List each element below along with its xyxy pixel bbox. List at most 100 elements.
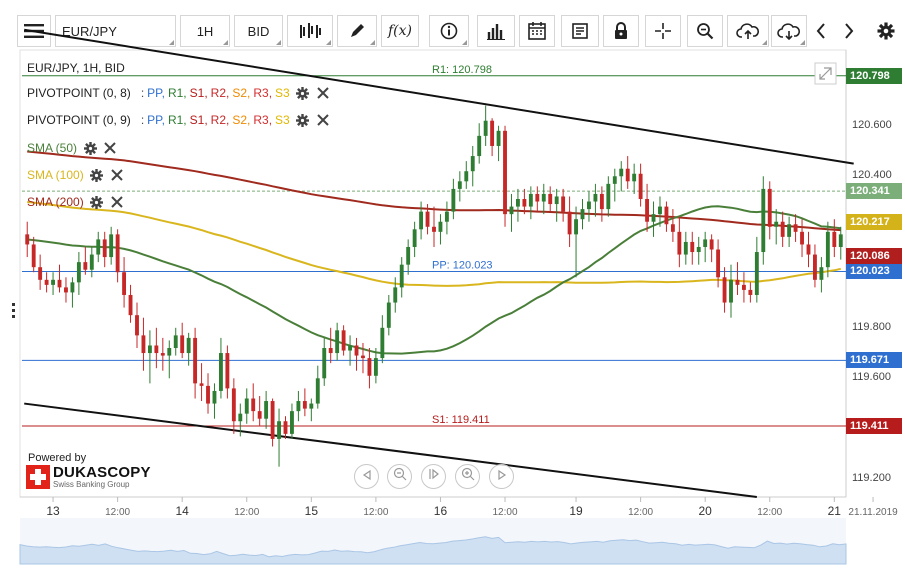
- candle-body: [25, 234, 30, 245]
- candle: [438, 214, 443, 245]
- side-selector[interactable]: BID: [234, 15, 283, 47]
- legend-sma50[interactable]: SMA (50): [27, 140, 117, 156]
- powered-by-text: Powered by: [28, 452, 87, 464]
- candle-body: [380, 327, 385, 359]
- drawing-button[interactable]: [337, 15, 377, 47]
- candle-body: [503, 130, 507, 215]
- legend-pivot-1-label: PIVOTPOINT (0, 8): [27, 86, 131, 100]
- candle-body: [561, 196, 566, 212]
- zoom-in-button[interactable]: [455, 464, 480, 489]
- remove-x-icon[interactable]: [103, 141, 117, 155]
- candle: [412, 221, 417, 258]
- resize-handle[interactable]: [12, 303, 15, 321]
- candle: [451, 178, 456, 220]
- candle: [813, 244, 817, 288]
- candle-body: [554, 196, 559, 205]
- timeframe-label: 1H: [196, 23, 214, 39]
- legend-sma50-label: SMA (50): [27, 141, 78, 155]
- candle: [651, 201, 656, 237]
- candle: [483, 105, 488, 146]
- candle-body: [238, 413, 243, 422]
- candle-body: [128, 294, 133, 316]
- candle-body: [729, 279, 733, 303]
- volume-icon: [487, 22, 505, 40]
- price-tag: 120.217: [846, 214, 902, 231]
- zoom-button[interactable]: [687, 15, 723, 47]
- scroll-back-button[interactable]: [354, 464, 379, 489]
- settings-gear-icon[interactable]: [296, 113, 310, 127]
- candle: [522, 188, 527, 215]
- scroll-forward-button[interactable]: [489, 464, 514, 489]
- candle: [548, 186, 553, 212]
- candle: [580, 199, 585, 230]
- legend-sma100[interactable]: SMA (100): [27, 167, 124, 183]
- remove-x-icon[interactable]: [110, 195, 124, 209]
- legend-pivot-1[interactable]: PIVOTPOINT (0, 8) : PP, R1, S1, R2, S2, …: [27, 85, 330, 101]
- remove-x-icon[interactable]: [110, 168, 124, 182]
- candle: [38, 254, 43, 290]
- settings-gear-icon[interactable]: [83, 141, 97, 155]
- candle: [709, 234, 714, 263]
- candle-body: [838, 234, 843, 247]
- candle-body: [438, 221, 443, 232]
- lock-button[interactable]: [603, 15, 639, 47]
- legend-sma200[interactable]: SMA (200): [27, 194, 124, 210]
- candle-body: [135, 315, 139, 336]
- candle: [225, 345, 230, 399]
- indicators-button[interactable]: f(x): [381, 15, 419, 47]
- brand-tagline: Swiss Banking Group: [53, 479, 130, 489]
- settings-gear-icon[interactable]: [296, 86, 310, 100]
- legend-sep: :: [140, 113, 145, 127]
- candle-body: [141, 335, 146, 354]
- candle: [141, 317, 146, 371]
- candle-body: [361, 355, 365, 359]
- legend-pp: PP,: [147, 86, 165, 100]
- candle-body: [102, 239, 107, 258]
- candle: [567, 196, 572, 247]
- x-tick-label: 14: [176, 504, 190, 518]
- candle: [638, 163, 643, 207]
- candle: [277, 408, 281, 467]
- candle-body: [658, 206, 662, 215]
- remove-x-icon[interactable]: [316, 113, 330, 127]
- scroll-left-button[interactable]: [809, 15, 833, 47]
- candle: [670, 209, 675, 242]
- settings-button[interactable]: [871, 15, 901, 47]
- candle-body: [464, 171, 469, 182]
- reset-view-button[interactable]: [421, 464, 446, 489]
- settings-gear-icon[interactable]: [90, 195, 104, 209]
- dukascopy-logo[interactable]: DUKASCOPY Swiss Banking Group: [26, 465, 151, 489]
- crosshair-button[interactable]: [645, 15, 681, 47]
- candle-body: [122, 272, 127, 295]
- download-button[interactable]: [771, 15, 807, 47]
- candle: [373, 348, 378, 384]
- news-button[interactable]: [561, 15, 599, 47]
- candle-body: [470, 156, 475, 172]
- candle-body: [599, 193, 604, 210]
- legend-pivot-2[interactable]: PIVOTPOINT (0, 9) : PP, R1, S1, R2, S2, …: [27, 112, 330, 128]
- scroll-right-button[interactable]: [837, 15, 861, 47]
- remove-x-icon[interactable]: [316, 86, 330, 100]
- calendar-button[interactable]: [519, 15, 555, 47]
- gear-icon: [877, 22, 895, 40]
- upload-button[interactable]: [727, 15, 769, 47]
- info-button[interactable]: [429, 15, 469, 47]
- zoom-out-button[interactable]: [387, 464, 412, 489]
- candle-body: [619, 168, 624, 177]
- candle: [283, 416, 288, 439]
- legend-r1: R1,: [167, 113, 187, 127]
- timeframe-selector[interactable]: 1H: [180, 15, 230, 47]
- chart-type-button[interactable]: [287, 15, 333, 47]
- candle: [832, 219, 837, 258]
- settings-gear-icon[interactable]: [90, 168, 104, 182]
- price-tag-pp: 120.023: [846, 263, 902, 280]
- candle: [535, 186, 540, 212]
- expand-icon[interactable]: [814, 62, 837, 85]
- volume-button[interactable]: [477, 15, 515, 47]
- candle: [135, 302, 139, 348]
- toolbar: EUR/JPY 1H BID f(x): [0, 0, 905, 50]
- candle: [290, 403, 294, 439]
- symbol-selector[interactable]: EUR/JPY: [55, 15, 176, 47]
- candle: [825, 221, 830, 278]
